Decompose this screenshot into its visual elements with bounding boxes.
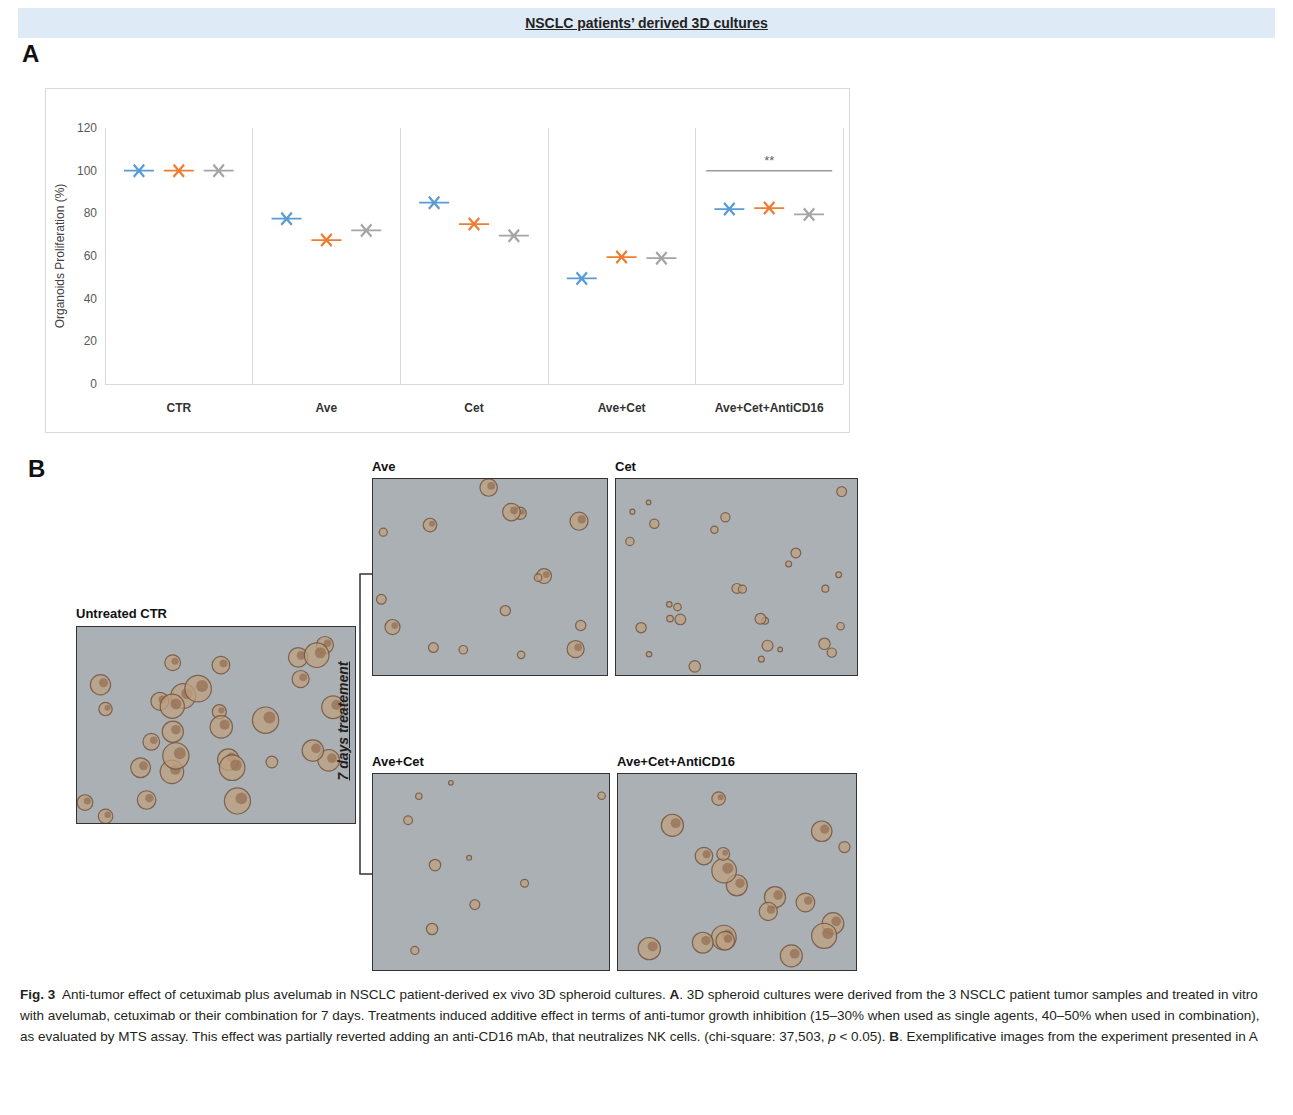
html-text:Untreated CTR: Untreated CTR — [76, 606, 167, 621]
html-text:Ave+Cet+AntiCD16: Ave+Cet+AntiCD16 — [617, 754, 735, 769]
html-text:Ave+Cet: Ave+Cet — [372, 754, 424, 769]
svg-text:120: 120 — [77, 121, 97, 135]
svg-text:Ave+Cet+AntiCD16: Ave+Cet+AntiCD16 — [715, 401, 824, 415]
html-text:Fig. 3 Anti-tumor effect of ce: Fig. 3 Anti-tumor effect of cetuximab pl… — [20, 987, 1264, 1044]
html-text:B: B — [28, 455, 46, 482]
svg-text:Organoids Proliferation (%): Organoids Proliferation (%) — [53, 184, 67, 329]
svg-text:80: 80 — [84, 206, 98, 220]
html-text:NSCLC patients’ derived 3D cul: NSCLC patients’ derived 3D cultures — [525, 15, 768, 31]
svg-text:40: 40 — [84, 292, 98, 306]
html-text:Ave: Ave — [372, 459, 396, 474]
svg-text:Cet: Cet — [464, 401, 483, 415]
html-text:7 days treatement: 7 days treatement — [335, 661, 351, 781]
svg-text:**: ** — [764, 153, 774, 168]
svg-text:Ave: Ave — [316, 401, 338, 415]
svg-text:60: 60 — [84, 249, 98, 263]
svg-text:100: 100 — [77, 164, 97, 178]
svg-text:Ave+Cet: Ave+Cet — [598, 401, 646, 415]
html-text:A: A — [22, 40, 40, 67]
svg-text:CTR: CTR — [166, 401, 191, 415]
html-text:Cet: Cet — [615, 459, 636, 474]
svg-text:0: 0 — [90, 377, 97, 391]
svg-text:20: 20 — [84, 334, 98, 348]
